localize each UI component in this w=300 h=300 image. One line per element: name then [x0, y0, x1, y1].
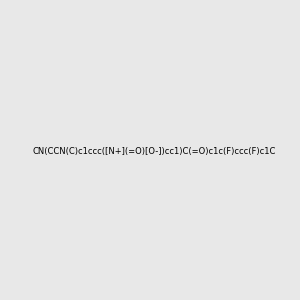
Text: CN(CCN(C)c1ccc([N+](=O)[O-])cc1)C(=O)c1c(F)ccc(F)c1C: CN(CCN(C)c1ccc([N+](=O)[O-])cc1)C(=O)c1c…	[32, 147, 275, 156]
